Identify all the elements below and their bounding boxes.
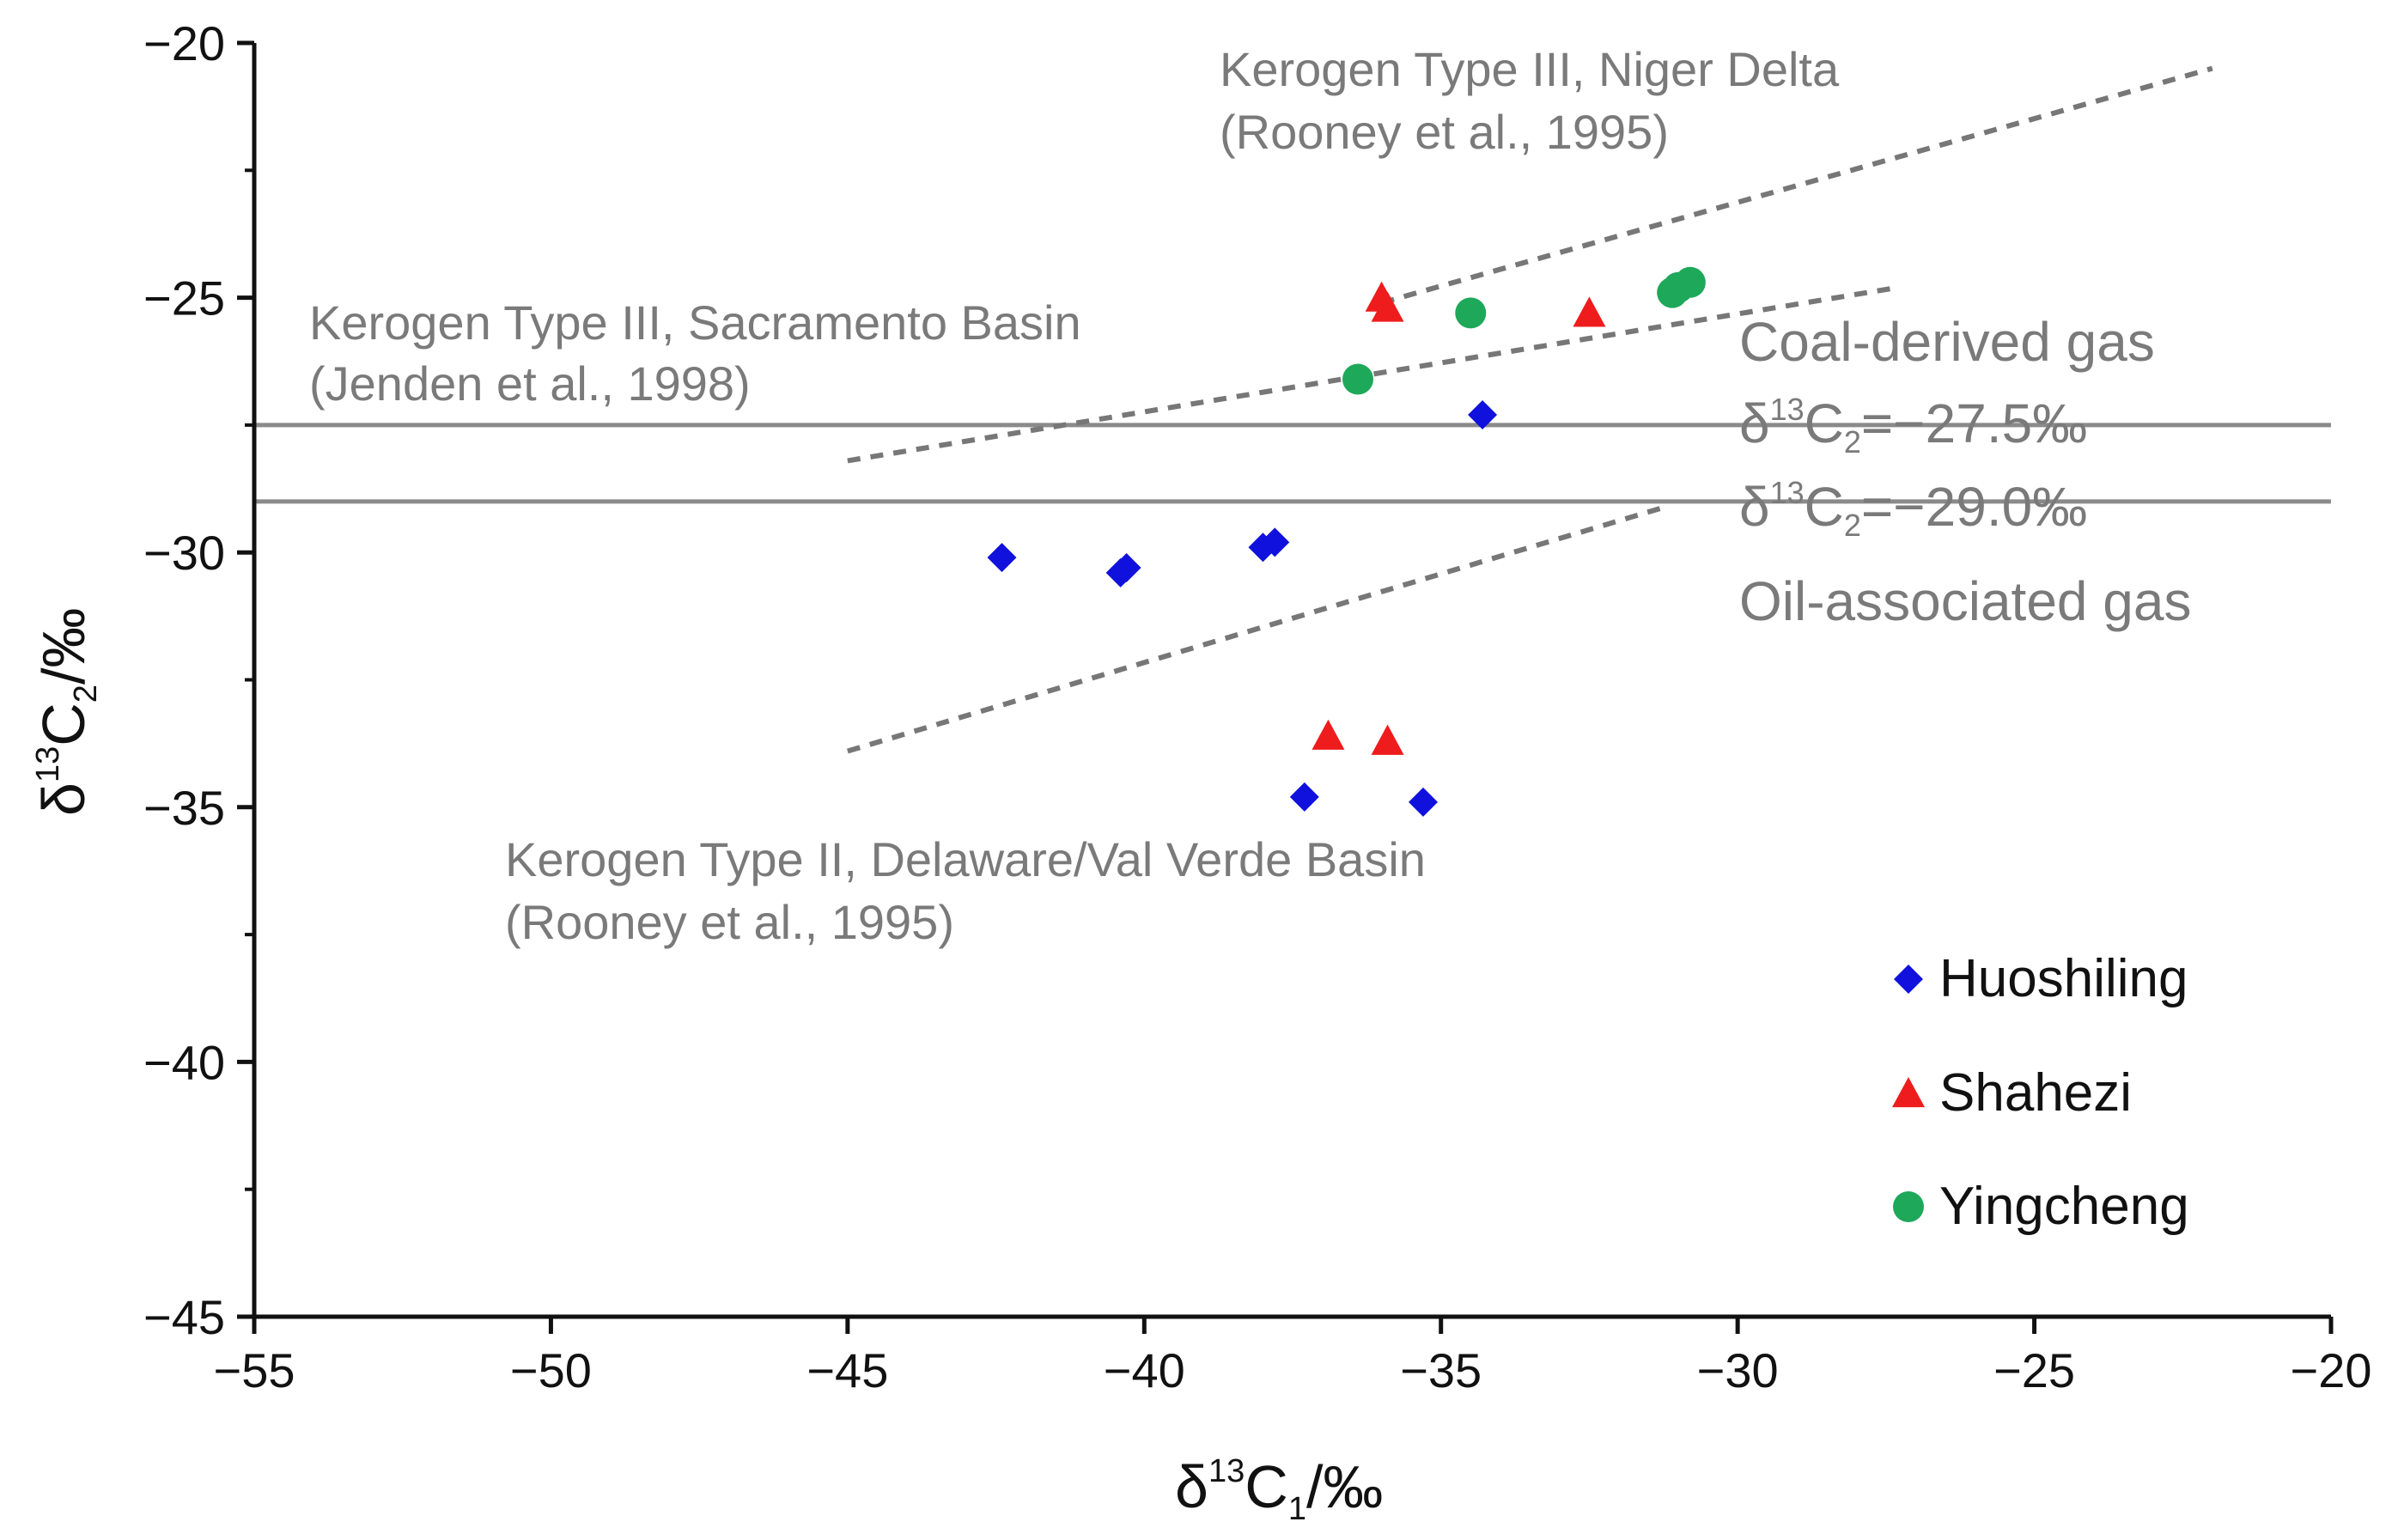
annotation-sacramento-line1: Kerogen Type III, Sacramento Basin (309, 295, 1081, 350)
y-title-delta: δ (30, 782, 97, 816)
ref-label-c: C (1805, 393, 1844, 454)
ref-label-delta: δ (1739, 476, 1770, 538)
reference-label-oil-associated: δ13C2=−29.0‰ (1739, 475, 2087, 543)
ref-label-value: =−29.0‰ (1861, 476, 2087, 538)
y-tick-label: −25 (143, 271, 225, 326)
y-title-unit: /‰ (30, 608, 97, 685)
y-tick-label: −30 (143, 526, 225, 580)
x-title-sup: 13 (1208, 1453, 1245, 1489)
annotation-delaware-line1: Kerogen Type II, Delaware/Val Verde Basi… (505, 832, 1426, 886)
y-axis-ticks: −20 −25 −30 −35 −40 −45 (143, 16, 254, 1344)
legend-label-huoshiling: Huoshiling (1939, 949, 2188, 1008)
annotation-niger-delta-line1: Kerogen Type III, Niger Delta (1220, 42, 1840, 96)
x-tick-label: −35 (1400, 1343, 1482, 1397)
data-point-huoshiling (1468, 400, 1498, 430)
annotation-sacramento-line2: (Jenden et al., 1998) (309, 356, 751, 411)
trend-line-sacramento (847, 284, 1899, 464)
y-tick-label: −20 (143, 16, 225, 70)
legend: Huoshiling Shahezi Yingcheng (1892, 949, 2189, 1236)
ref-label-sup: 13 (1770, 392, 1805, 427)
x-tick-label: −55 (214, 1343, 295, 1397)
x-title-c: C (1245, 1453, 1288, 1520)
data-point-shahezi (1371, 291, 1404, 322)
annotation-delaware-line2: (Rooney et al., 1995) (505, 895, 954, 949)
legend-markers (1892, 965, 1925, 1222)
x-axis-title: δ13C1/‰ (1175, 1453, 1383, 1527)
x-title-delta: δ (1175, 1453, 1208, 1520)
y-title-c: C (30, 703, 97, 746)
data-point-yingcheng (1342, 363, 1373, 395)
data-point-yingcheng (1455, 297, 1487, 329)
data-point-shahezi (1573, 296, 1606, 327)
y-title-sub: 2 (68, 685, 104, 703)
legend-label-shahezi: Shahezi (1939, 1063, 2132, 1123)
x-tick-label: −20 (2291, 1343, 2372, 1397)
y-tick-label: −35 (143, 781, 225, 835)
legend-marker-yingcheng (1893, 1191, 1924, 1222)
x-tick-label: −25 (1993, 1343, 2075, 1397)
y-axis-title: δ13C2/‰ (30, 608, 104, 816)
data-point-shahezi (1371, 724, 1404, 755)
annotation-niger-delta-line2: (Rooney et al., 1995) (1220, 105, 1669, 159)
data-point-shahezi (1312, 719, 1345, 750)
trend-line-niger-delta (1380, 65, 2213, 306)
legend-marker-shahezi (1892, 1077, 1925, 1108)
data-point-huoshiling (1111, 552, 1141, 582)
trend-line-delaware (846, 503, 1668, 754)
annotation-oil-associated-gas: Oil-associated gas (1739, 570, 2191, 632)
x-title-sub: 1 (1288, 1491, 1306, 1527)
y-tick-label: −40 (143, 1035, 225, 1089)
ref-label-sub: 2 (1844, 508, 1861, 543)
ref-label-delta: δ (1739, 393, 1770, 454)
data-points (987, 266, 1706, 817)
data-point-huoshiling (1408, 787, 1438, 817)
data-point-huoshiling (987, 543, 1017, 573)
data-point-huoshiling (1289, 782, 1319, 812)
reference-label-coal-derived: δ13C2=−27.5‰ (1739, 392, 2087, 460)
legend-label-yingcheng: Yingcheng (1939, 1177, 2189, 1236)
x-tick-label: −50 (510, 1343, 592, 1397)
data-point-huoshiling (1260, 527, 1290, 557)
x-tick-label: −40 (1104, 1343, 1185, 1397)
ref-label-sub: 2 (1844, 424, 1861, 460)
x-axis-ticks: −55 −50 −45 −40 −35 −30 −25 −20 (214, 1317, 2372, 1397)
y-title-sup: 13 (30, 746, 66, 782)
annotation-coal-derived-gas: Coal-derived gas (1739, 311, 2155, 373)
ref-label-sup: 13 (1770, 475, 1805, 510)
x-tick-label: −30 (1697, 1343, 1779, 1397)
x-tick-label: −45 (806, 1343, 888, 1397)
ref-label-c: C (1805, 476, 1844, 538)
legend-marker-huoshiling (1894, 965, 1923, 994)
data-point-yingcheng (1674, 266, 1706, 298)
x-title-unit: /‰ (1306, 1453, 1383, 1520)
y-tick-label: −45 (143, 1290, 225, 1344)
ref-label-value: =−27.5‰ (1861, 393, 2087, 454)
